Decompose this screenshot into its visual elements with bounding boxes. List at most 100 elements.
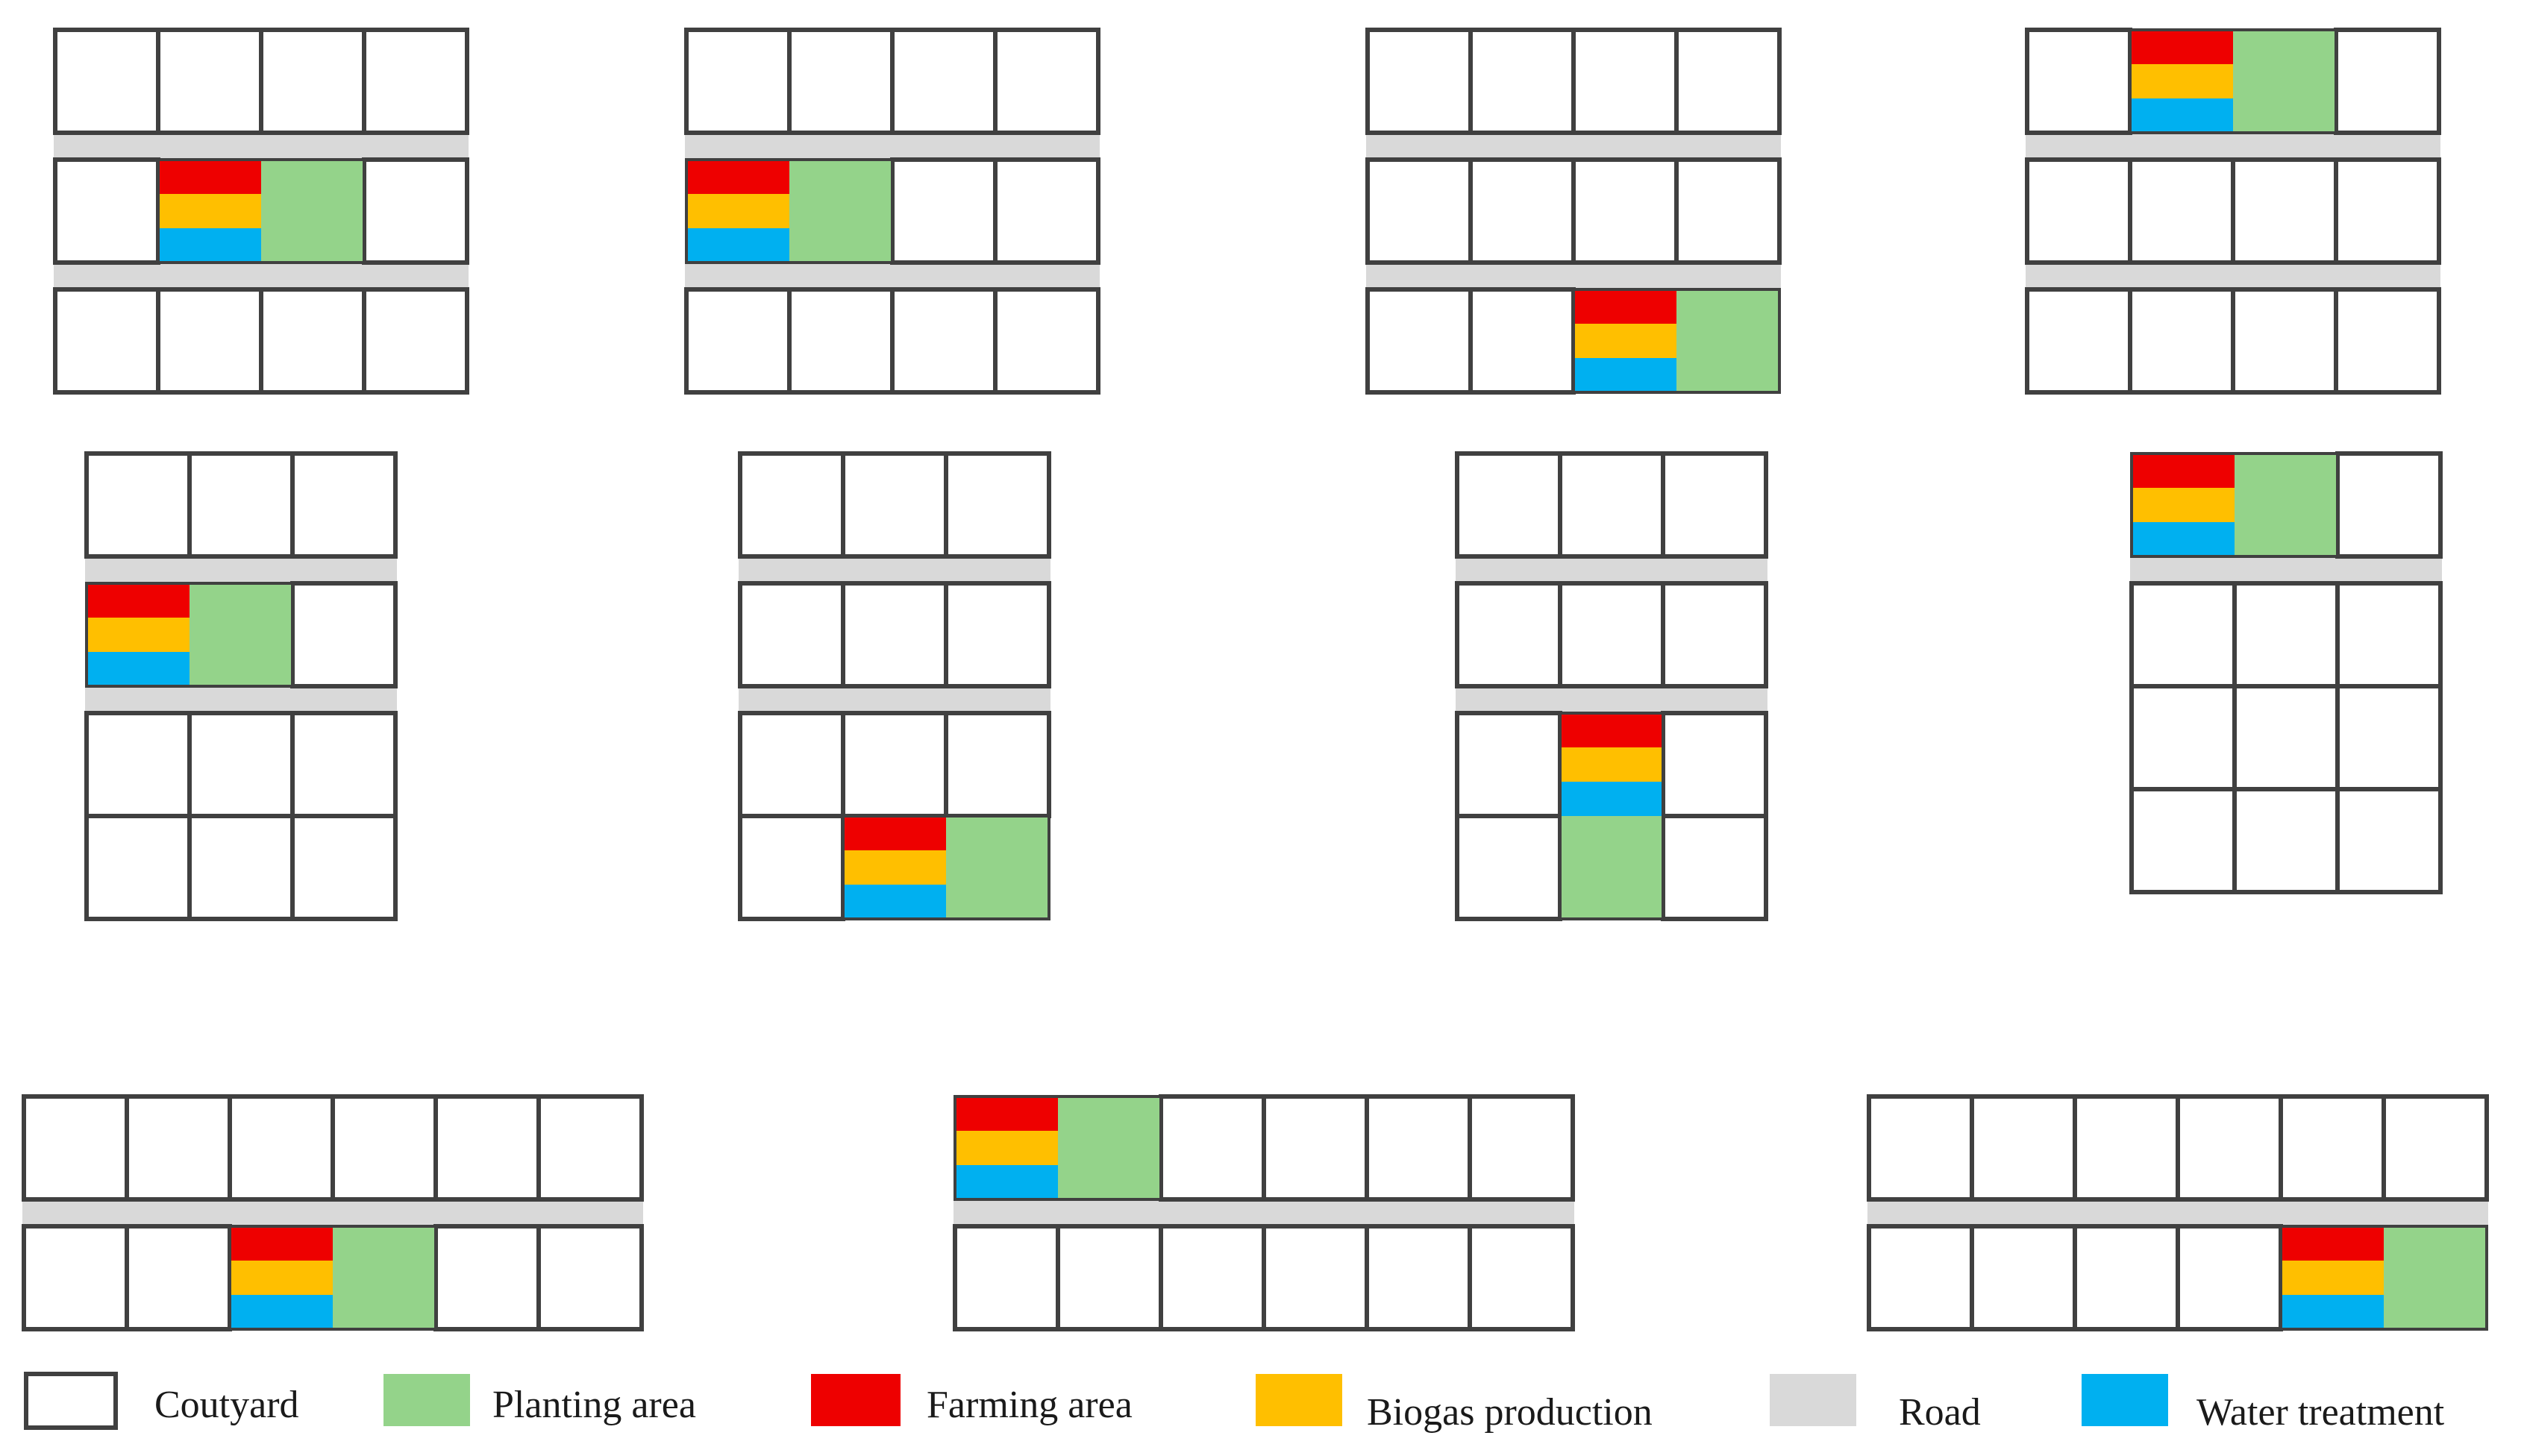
facility-outline [2130, 452, 2339, 558]
water-area [158, 228, 261, 263]
farming-area [2132, 454, 2235, 489]
courtyard [1455, 814, 1562, 921]
courtyard [2176, 1094, 2283, 1202]
layout-7 [1455, 451, 1768, 921]
courtyard [2176, 1224, 2283, 1331]
courtyard [1365, 287, 1473, 395]
facility-outline [842, 815, 1050, 920]
courtyard [2334, 287, 2441, 395]
layout-2 [684, 28, 1100, 395]
courtyard [1661, 711, 1768, 818]
courtyard [1970, 1224, 2077, 1331]
water-area [2281, 1295, 2384, 1330]
water-area [686, 228, 789, 263]
courtyard [84, 711, 192, 818]
courtyard [841, 581, 948, 688]
courtyard [890, 28, 998, 135]
courtyard [1468, 287, 1576, 395]
courtyard [2334, 157, 2441, 265]
courtyard [331, 1094, 438, 1202]
courtyard [944, 581, 1051, 688]
courtyard [156, 28, 263, 135]
farming-area [1560, 713, 1663, 748]
legend-label-planting: Planting area [492, 1384, 696, 1426]
courtyard [2128, 157, 2235, 265]
farming-area [230, 1226, 333, 1261]
water-area [2130, 98, 2233, 134]
courtyard [228, 1094, 335, 1202]
farming-area [843, 816, 946, 851]
planting-area [333, 1226, 436, 1329]
water-area [1560, 782, 1663, 817]
courtyard [22, 1094, 129, 1202]
courtyard [1558, 451, 1665, 559]
courtyard [1365, 157, 1473, 265]
courtyard [1674, 28, 1782, 135]
courtyard [1455, 581, 1562, 688]
courtyard [125, 1094, 232, 1202]
biogas-area [955, 1131, 1058, 1166]
courtyard [1674, 157, 1782, 265]
courtyard [684, 287, 792, 395]
courtyard [290, 711, 398, 818]
courtyard [536, 1094, 644, 1202]
courtyard [84, 814, 192, 921]
courtyard [738, 814, 845, 921]
biogas-area [87, 618, 190, 653]
farming-area [955, 1096, 1058, 1132]
courtyard [944, 451, 1051, 559]
biogas-area [686, 194, 789, 229]
water-area [87, 652, 190, 687]
courtyard [738, 581, 845, 688]
courtyard [684, 28, 792, 135]
courtyard [1262, 1224, 1369, 1331]
farming-area [1573, 289, 1676, 324]
courtyard [787, 28, 895, 135]
legend-item-biogas: Biogas production [1256, 1374, 1653, 1434]
biogas-area [1573, 324, 1676, 359]
biogas-area [158, 194, 261, 229]
biogas-area [2281, 1261, 2384, 1296]
legend-swatch-courtyard [24, 1372, 118, 1430]
courtyard [84, 451, 192, 559]
courtyard [1970, 1094, 2077, 1202]
courtyard [2335, 787, 2443, 894]
planting-area [789, 160, 892, 263]
courtyard [1468, 1224, 1575, 1331]
courtyard [2335, 581, 2443, 688]
water-area [1573, 358, 1676, 393]
courtyard [2232, 684, 2340, 791]
farming-area [686, 160, 789, 195]
courtyard [993, 28, 1100, 135]
courtyard [290, 451, 398, 559]
layout-1 [53, 28, 469, 395]
legend-item-water: Water treatment [2082, 1374, 2445, 1434]
courtyard [362, 157, 469, 265]
courtyard [1571, 28, 1679, 135]
courtyard [22, 1224, 129, 1331]
courtyard [1468, 157, 1576, 265]
biogas-area [1560, 747, 1663, 782]
facility-outline [685, 158, 894, 264]
planting-area [1560, 816, 1663, 919]
planting-area [2235, 454, 2337, 556]
courtyard [1365, 1224, 1472, 1331]
courtyard [125, 1224, 232, 1331]
courtyard [2073, 1094, 2180, 1202]
courtyard [2231, 287, 2338, 395]
legend-item-farming: Farming area [811, 1374, 1133, 1426]
courtyard [187, 451, 295, 559]
courtyard [290, 581, 398, 688]
courtyard [53, 28, 160, 135]
courtyard [187, 711, 295, 818]
layout-panels [22, 28, 2489, 1331]
courtyard [944, 711, 1051, 818]
courtyard [2232, 581, 2340, 688]
legend-swatch-biogas [1256, 1374, 1342, 1426]
facility-outline [157, 158, 366, 264]
water-area [843, 885, 946, 920]
layout-11 [1867, 1094, 2489, 1331]
layout-3 [1365, 28, 1782, 395]
courtyard [259, 28, 366, 135]
courtyard [259, 287, 366, 395]
